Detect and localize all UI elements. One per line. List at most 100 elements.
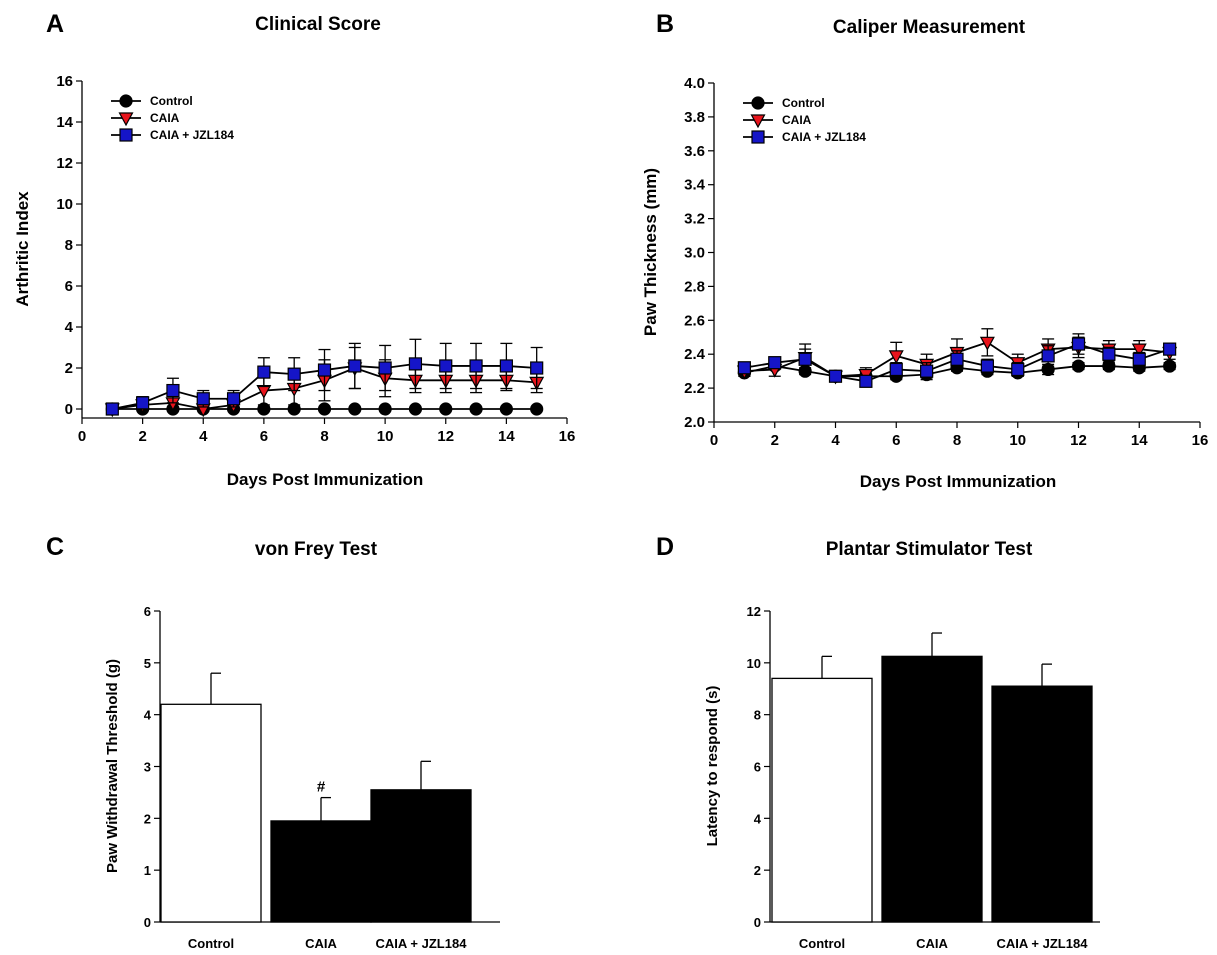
panel-b-x-axis-title: Days Post Immunization [860, 472, 1056, 491]
panel-a-series-control-point [530, 402, 544, 416]
panel-a-legend-marker [119, 94, 133, 108]
panel-letter-a: A [46, 10, 64, 38]
panel-a-series-caia-jzl184-point [530, 361, 544, 375]
panel-a-series-caia-jzl184-point [348, 359, 362, 373]
panel-a-series-caia-jzl184-point [257, 365, 271, 379]
panel-b-y-tick-label: 2.0 [684, 414, 705, 431]
panel-d-bar [991, 685, 1093, 923]
panel-d-bar [881, 655, 983, 923]
panel-a-y-tick-label: 0 [65, 401, 73, 418]
panel-a-x-tick-label: 6 [260, 428, 268, 445]
panel-a-series-caia-jzl184-point [196, 392, 210, 406]
panel-letter-d: D [656, 533, 674, 561]
panel-a-legend-marker [118, 112, 134, 127]
panel-a-y-tick-label: 8 [65, 237, 73, 254]
panel-c-bar [160, 703, 262, 923]
panel-c-category-label: CAIA [305, 936, 337, 951]
panel-b-title: Caliper Measurement [833, 17, 1026, 38]
panel-b-series-caia-point [979, 336, 995, 351]
panel-b-x-tick-label: 2 [771, 432, 779, 449]
panel-c-y-tick-label: 5 [144, 656, 151, 671]
panel-a-y-tick-label: 10 [56, 196, 73, 213]
panel-a-legend-marker [119, 128, 133, 142]
panel-c-title: von Frey Test [255, 539, 378, 560]
panel-c-y-tick-label: 0 [144, 915, 151, 930]
panel-a-x-tick-label: 2 [138, 428, 146, 445]
panel-b-x-tick-label: 6 [892, 432, 900, 449]
panel-a-plot: 0 2 4 6 8 10 12 14 16 0 2 4 6 8 10 12 14 16 Control CAIA CAI… [56, 73, 575, 445]
panel-a-series-caia-jzl184-point [408, 357, 423, 371]
panel-b-y-tick-label: 2.4 [684, 346, 706, 363]
panel-d-category-label: CAIA + JZL184 [997, 936, 1089, 951]
panel-b-y-tick-label: 2.8 [684, 278, 705, 295]
panel-c-bar [370, 789, 472, 923]
panel-a-x-tick-label: 8 [320, 428, 328, 445]
panel-b-x-tick-label: 10 [1009, 432, 1026, 449]
panel-b-x-tick-label: 14 [1131, 432, 1148, 449]
panel-b-series-caia-jzl184-point [920, 364, 934, 378]
panel-c-category-label: CAIA + JZL184 [376, 936, 468, 951]
panel-b-series-caia-jzl184-point [859, 374, 873, 388]
panel-b-series-control-point [1071, 359, 1086, 373]
panel-letter-b: B [656, 10, 674, 38]
panel-a-series-control-point [439, 402, 453, 416]
panel-a-x-tick-label: 12 [437, 428, 454, 445]
panel-b-series-caia-jzl184-point [737, 361, 751, 375]
panel-b-legend-label: CAIA + JZL184 [782, 130, 866, 144]
panel-c-y-tick-label: 2 [144, 811, 151, 826]
panel-b: B Caliper Measurement Days Post Immuniza… [641, 10, 1208, 491]
panel-b-y-tick-label: 3.4 [684, 177, 706, 194]
panel-a-y-tick-label: 4 [65, 319, 74, 336]
panel-a-y-tick-label: 6 [65, 278, 73, 295]
panel-d-y-tick-label: 12 [747, 604, 761, 619]
panel-a-x-tick-label: 16 [559, 428, 576, 445]
panel-c-y-tick-label: 3 [144, 760, 151, 775]
panel-a-legend-label: CAIA [150, 111, 180, 125]
panel-a-series-control-point [408, 402, 423, 416]
panel-a-series-control-point [499, 402, 513, 416]
panel-b-x-tick-label: 0 [710, 432, 718, 449]
panel-d-y-tick-label: 8 [754, 708, 761, 723]
panel-c-plot: 0 1 2 3 4 5 6 Control CAIA # CAIA + JZL184 [144, 604, 500, 951]
panel-c-significance-mark: # [317, 779, 326, 796]
panel-d-category-label: Control [799, 936, 845, 951]
panel-b-series-caia-point [1131, 343, 1147, 358]
panel-d-y-tick-label: 10 [747, 656, 761, 671]
panel-a-x-tick-label: 0 [78, 428, 86, 445]
panel-b-legend-label: CAIA [782, 113, 812, 127]
panel-a-series-caia-jzl184-point [287, 367, 301, 381]
panel-d: D Plantar Stimulator Test Latency to res… [656, 533, 1100, 951]
panel-b-series-caia-jzl184-point [950, 352, 964, 366]
panel-a-y-tick-label: 12 [56, 155, 73, 172]
panel-a-legend-label: CAIA + JZL184 [150, 128, 234, 142]
panel-b-series-caia-jzl184-point [1163, 342, 1177, 356]
panel-b-series-caia-jzl184-point [1102, 347, 1116, 361]
panel-d-y-tick-label: 2 [754, 863, 761, 878]
panel-b-y-tick-label: 4.0 [684, 75, 705, 92]
panel-a-series-caia-jzl184-point [317, 363, 332, 377]
panel-d-y-tick-label: 4 [754, 811, 762, 826]
panel-a-series-control-point [317, 402, 332, 416]
panel-c-y-tick-label: 6 [144, 604, 151, 619]
panel-b-series-caia-jzl184-point [1041, 349, 1055, 363]
panel-c-category-label: Control [188, 936, 234, 951]
panel-b-y-axis-title: Paw Thickness (mm) [641, 168, 660, 336]
panel-d-y-axis-title: Latency to respond (s) [704, 686, 721, 847]
panel-b-y-tick-label: 2.6 [684, 312, 705, 329]
panel-a-y-tick-label: 16 [56, 73, 73, 90]
panel-d-bar [771, 677, 873, 923]
panel-a-y-axis-title: Arthritic Index [13, 191, 32, 307]
panel-a-series-caia-point [256, 384, 272, 399]
panel-a-title: Clinical Score [255, 14, 381, 35]
panel-b-legend-label: Control [782, 96, 825, 110]
panel-a-series-caia-jzl184-point [378, 361, 392, 375]
panel-b-legend-marker [751, 96, 765, 110]
panel-a-x-axis-title: Days Post Immunization [227, 470, 423, 489]
panel-a: A Clinical Score Days Post Immunization … [13, 10, 575, 489]
panel-d-category-label: CAIA [916, 936, 948, 951]
panel-a-series-caia-jzl184-point [469, 359, 483, 373]
panel-b-y-tick-label: 2.2 [684, 380, 705, 397]
panel-a-series-caia-jzl184-point [499, 359, 513, 373]
panel-a-series-control-point [469, 402, 483, 416]
